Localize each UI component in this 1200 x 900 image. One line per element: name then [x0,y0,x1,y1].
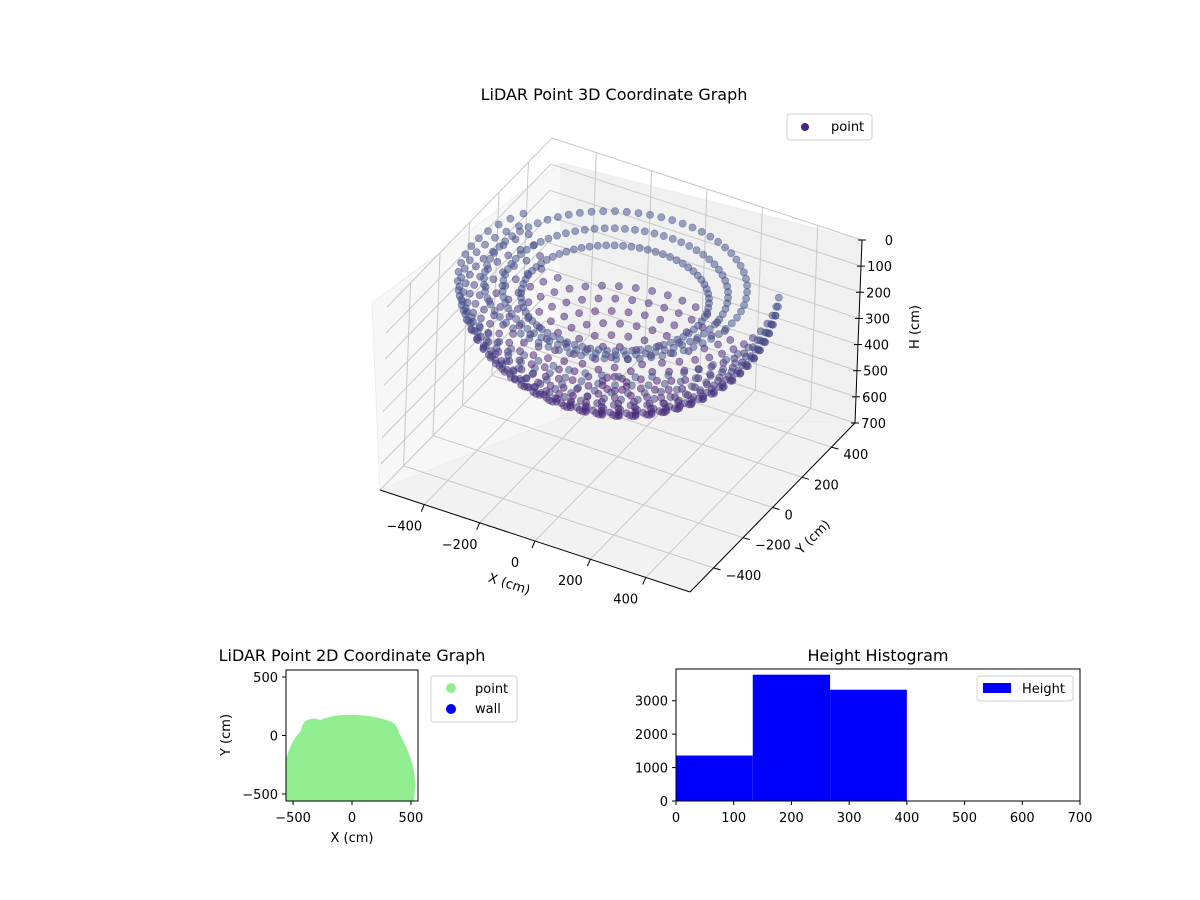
point-cloud-2d [286,714,416,801]
svg-text:0: 0 [270,730,278,745]
svg-text:600: 600 [862,391,887,406]
svg-text:500: 500 [399,811,424,826]
legend-3d: point [786,113,873,141]
point-cloud-3d [453,207,783,421]
legend-wall-marker-icon [446,704,456,714]
legend-2d: point wall [430,675,518,723]
legend-wall-label-2d: wall [475,702,501,717]
plot-3d-title: LiDAR Point 3D Coordinate Graph [481,85,748,104]
y-axis-label-3d: Y (cm) [793,517,834,558]
svg-text:100: 100 [867,260,892,275]
svg-text:200: 200 [866,286,891,301]
histogram-bar [676,755,753,801]
svg-text:400: 400 [613,592,638,607]
x-axis-label-3d: X (cm) [486,571,532,599]
svg-text:0: 0 [672,811,680,826]
svg-text:1000: 1000 [635,762,668,777]
legend-point-label-2d: point [475,682,508,697]
plot-2d-title: LiDAR Point 2D Coordinate Graph [219,646,486,665]
histogram: Height Histogram 0 100 200 300 400 500 600 7000… [635,646,1093,826]
svg-text:0: 0 [785,509,793,524]
svg-text:100: 100 [721,811,746,826]
svg-text:−200: −200 [442,538,478,553]
svg-text:0: 0 [511,556,519,571]
legend-height-label: Height [1022,682,1065,697]
x-axis-label-2d: X (cm) [331,831,374,846]
svg-text:200: 200 [814,478,839,493]
svg-text:700: 700 [861,417,886,432]
legend-point-marker-icon [446,683,456,693]
point-region-2d [286,714,416,801]
svg-text:0: 0 [885,234,893,249]
ticks-histogram: 0 100 200 300 400 500 600 700 0 1000 2000 3000 [635,695,1093,826]
svg-text:−500: −500 [242,788,278,803]
plot-3d: LiDAR Point 3D Coordinate Graph −400 −200… [371,85,923,607]
y-axis-label-2d: Y (cm) [219,714,234,757]
svg-text:2000: 2000 [635,728,668,743]
histogram-bar [752,674,831,801]
svg-text:400: 400 [864,339,889,354]
svg-text:0: 0 [348,811,356,826]
svg-text:−500: −500 [275,811,311,826]
z-axis-label-3d: H (cm) [908,305,923,349]
svg-text:−400: −400 [726,569,762,584]
svg-text:500: 500 [952,811,977,826]
svg-text:200: 200 [558,574,583,589]
svg-text:600: 600 [1010,811,1035,826]
histogram-bar [830,689,907,801]
legend-point-marker-icon [801,123,809,131]
svg-text:300: 300 [865,312,890,327]
plot-2d: LiDAR Point 2D Coordinate Graph −500 0 500… [219,646,518,846]
histogram-title: Height Histogram [808,646,949,665]
legend-histogram: Height [976,675,1074,702]
legend-point-label: point [831,120,864,135]
svg-text:500: 500 [253,671,278,686]
legend-height-swatch-icon [983,683,1011,693]
svg-text:300: 300 [837,811,862,826]
ticks-2d: −500 0 500 −500 0 500 [242,671,423,826]
svg-text:200: 200 [779,811,804,826]
z-axis-line [854,239,863,424]
svg-text:400: 400 [843,448,868,463]
ticks-3d: −400 −200 0 200 400 −400 −200 0 200 400 0 100 200 300… [386,234,893,607]
svg-text:700: 700 [1068,811,1093,826]
svg-text:−400: −400 [386,520,422,535]
svg-text:0: 0 [660,795,668,810]
svg-text:3000: 3000 [635,695,668,710]
svg-text:400: 400 [894,811,919,826]
histogram-bars [676,674,907,801]
svg-text:−200: −200 [755,539,791,554]
svg-text:500: 500 [863,365,888,380]
